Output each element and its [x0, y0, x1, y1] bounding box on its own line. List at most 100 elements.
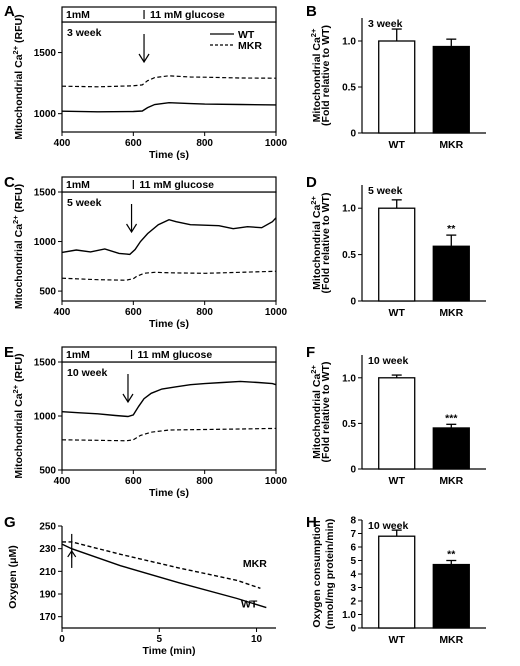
panel-label-h: H: [306, 514, 317, 531]
panel-h-y-tick-label: 5: [350, 556, 356, 567]
panel-b-age-label: 3 week: [368, 18, 403, 30]
panel-c-stimulus-arrow-head: [126, 223, 138, 234]
panel-c-stimulus-low-label: 1mM: [66, 179, 90, 191]
panel-d-y-tick-label: 0.5: [342, 250, 356, 261]
panel-label-d: D: [306, 174, 317, 191]
panel-d-bar-chart-5-week: 0 0.5 1.0 WT MKR ** 5 week Mitochondrial Ca2+ (F…: [309, 185, 486, 319]
panel-label-e: E: [4, 344, 14, 361]
panel-c-age-label: 5 week: [67, 197, 102, 209]
panel-b-category-label: WT: [389, 139, 406, 151]
panel-d-category-label: MKR: [439, 307, 463, 319]
panel-g-y-tick-label: 170: [39, 612, 56, 623]
panel-g-x-tick-label: 5: [156, 634, 162, 645]
panel-f-bar-wt: [378, 377, 416, 470]
panel-a-series-mkr-line: [61, 75, 277, 88]
panel-c-x-tick-label: 800: [196, 307, 213, 318]
panel-d-bar-mkr: [432, 245, 470, 302]
panel-a-legend-label-wt: WT: [238, 29, 255, 41]
panel-a-y-tick-label: 1000: [34, 109, 57, 120]
panel-c-x-axis-label: Time (s): [149, 318, 189, 330]
panel-c-x-tick-label: 400: [54, 307, 71, 318]
panel-c-calcium-trace-5-week: 1mM 11 mM glucose 5 week 400 600 800 1000 500 10…: [11, 176, 288, 330]
panel-e-x-tick-label: 800: [196, 476, 213, 487]
panel-h-significance-label: **: [447, 549, 456, 561]
panel-g-x-tick-label: 0: [59, 634, 65, 645]
panel-h-bar-wt: [378, 535, 416, 629]
panel-a-stimulus-high-label: 11 mM glucose: [150, 9, 225, 21]
panel-b-y-tick-label: 0: [350, 129, 356, 140]
panel-e-stimulus-arrow-head: [122, 393, 134, 404]
panel-e-y-tick-label: 500: [39, 466, 56, 477]
panel-b-bar-mkr: [432, 45, 470, 134]
panel-labels: A B C D E F G H: [4, 3, 317, 531]
panel-d-age-label: 5 week: [368, 185, 403, 197]
panel-h-y-tick-label: 0: [350, 624, 356, 635]
panel-g-series-label-wt: WT: [241, 599, 258, 611]
panel-d-category-label: WT: [389, 307, 406, 319]
panel-f-y-axis-label: Mitochondrial Ca2+ (Fold relative to WT): [309, 362, 332, 463]
panel-h-category-label: MKR: [439, 634, 463, 646]
panel-c-series-wt-line: [61, 217, 277, 256]
panel-a-stimulus-bar: [61, 6, 277, 23]
panel-e-x-tick-label: 1000: [265, 476, 288, 487]
panel-a-stimulus-arrow-head: [138, 53, 150, 64]
panel-h-y-tick-label: 6: [350, 543, 356, 554]
panel-a-y-tick-label: 1500: [34, 48, 57, 59]
panel-h-y-tick-label: 8: [350, 516, 356, 527]
panel-d-y-tick-label: 0: [350, 297, 356, 308]
panel-c-y-tick-label: 1500: [34, 188, 57, 199]
panel-g-addition-arrow-head: [67, 549, 77, 558]
panel-e-calcium-trace-10-week: 1mM 11 mM glucose 10 week 400 600 800 1000 500 1…: [11, 346, 288, 499]
panel-g-y-tick-label: 250: [39, 522, 56, 533]
panel-h-y-tick-label: 3: [350, 583, 356, 594]
panel-a-series-wt-line: [61, 101, 277, 113]
panel-e-age-label: 10 week: [67, 367, 107, 379]
panel-c-stimulus-high-label: 11 mM glucose: [139, 179, 214, 191]
panel-h-y-tick-label: 2: [350, 597, 356, 608]
panel-e-stimulus-bar: [61, 346, 277, 363]
panel-e-stimulus-high-label: 11 mM glucose: [138, 349, 213, 361]
panel-e-series-mkr-line: [61, 427, 277, 442]
panel-b-bar-wt: [378, 40, 416, 134]
panel-c-stimulus-bar: [61, 176, 277, 193]
panel-b-bar-chart-3-week: 0 0.5 1.0 WT MKR 3 week Mitochondrial Ca2+ (Fol…: [309, 18, 486, 151]
panel-f-y-tick-label: 0.5: [342, 419, 356, 430]
panel-h-y-tick-label: 1.0: [342, 610, 356, 621]
panel-b-y-tick-label: 0.5: [342, 83, 356, 94]
panel-e-y-axis-label: Mitochondrial Ca2+ (RFU): [11, 353, 25, 478]
panel-g-y-axis-label: Oxygen (μM): [7, 545, 19, 609]
panel-c-y-axis-label: Mitochondrial Ca2+ (RFU): [11, 184, 25, 309]
panel-h-bar-mkr: [432, 563, 470, 629]
panel-h-category-label: WT: [389, 634, 406, 646]
panel-f-category-label: MKR: [439, 475, 463, 487]
panel-b-y-axis-label: Mitochondrial Ca2+ (Fold relative to WT): [309, 25, 332, 126]
panel-c-y-tick-label: 500: [39, 287, 56, 298]
panel-g-y-tick-label: 210: [39, 567, 56, 578]
panel-c-series-mkr-line: [61, 270, 277, 281]
panel-e-y-tick-label: 1500: [34, 358, 57, 369]
panel-d-significance-label: **: [447, 223, 456, 235]
panel-g-y-tick-label: 190: [39, 590, 56, 601]
panel-h-oxygen-consumption-bars: 0 1.0 2 3 4 5 6 7 8 WT MKR ** 10 week Oxygen consumpt…: [311, 516, 486, 646]
panel-label-g: G: [4, 514, 16, 531]
panel-c-x-tick-label: 600: [125, 307, 142, 318]
panel-a-x-axis-label: Time (s): [149, 149, 189, 161]
panel-g-series-label-mkr: MKR: [243, 558, 267, 570]
panel-f-y-tick-label: 0: [350, 465, 356, 476]
panel-e-x-tick-label: 600: [125, 476, 142, 487]
panel-a-calcium-trace-3-week: 1mM 11 mM glucose 3 week 400 600 800 1000 1000 1…: [11, 6, 288, 161]
panel-c-y-tick-label: 1000: [34, 237, 57, 248]
panel-h-age-label: 10 week: [368, 520, 408, 532]
panel-a-x-tick-label: 1000: [265, 138, 288, 149]
panel-h-y-tick-label: 7: [350, 529, 356, 540]
panel-f-y-tick-label: 1.0: [342, 373, 356, 384]
panel-f-significance-label: ***: [445, 412, 458, 424]
panel-b-category-label: MKR: [439, 139, 463, 151]
panel-label-c: C: [4, 174, 15, 191]
panel-g-x-axis-label: Time (min): [143, 645, 196, 657]
panel-d-y-tick-label: 1.0: [342, 204, 356, 215]
panel-g-series-mkr-line: [62, 541, 261, 589]
panel-b-y-tick-label: 1.0: [342, 37, 356, 48]
panel-c-x-tick-label: 1000: [265, 307, 288, 318]
